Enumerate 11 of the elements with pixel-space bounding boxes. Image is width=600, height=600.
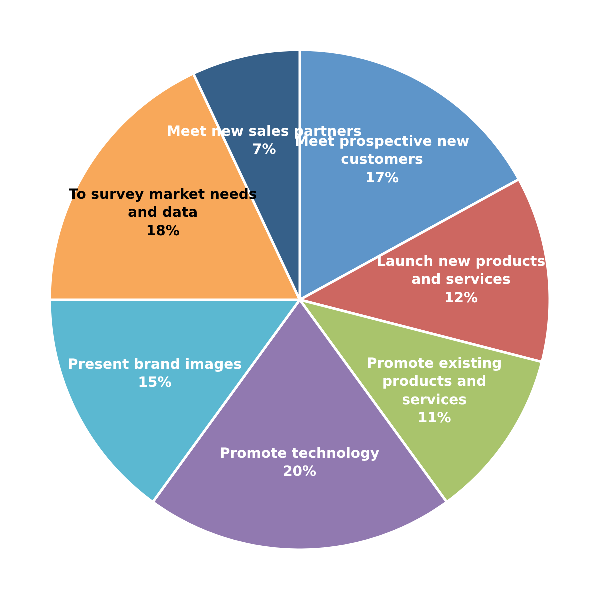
slice-label: Promote technology xyxy=(220,446,380,462)
slice-label: Promote existing products and services xyxy=(367,356,502,408)
data-label: 7% xyxy=(252,142,276,158)
data-label: 15% xyxy=(138,375,172,392)
data-label: 17% xyxy=(366,170,400,186)
data-label: 11% xyxy=(418,410,452,427)
data-label: 18% xyxy=(146,223,180,240)
slice-label: Present brand images xyxy=(68,357,242,373)
slice-label: Launch new products and services xyxy=(377,254,546,288)
data-label: 20% xyxy=(283,464,317,480)
data-label: 12% xyxy=(444,290,478,306)
